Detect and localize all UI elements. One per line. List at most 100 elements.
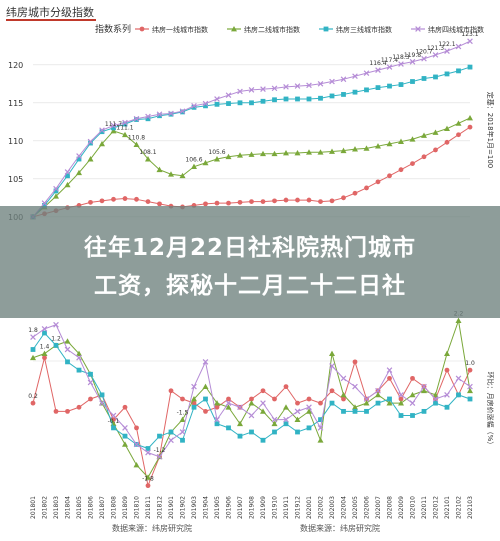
data-point xyxy=(53,342,59,348)
source-note-left: 数据来源：纬房研究院 xyxy=(112,524,192,533)
data-point xyxy=(111,196,116,202)
data-point xyxy=(272,198,277,204)
data-point xyxy=(456,132,461,138)
data-point xyxy=(179,416,186,423)
data-point xyxy=(295,197,300,203)
data-point xyxy=(156,111,163,118)
data-point xyxy=(249,199,254,205)
x-tick-label: 202009 xyxy=(398,496,405,519)
data-point xyxy=(455,43,462,50)
y-tick-label: 105 xyxy=(8,175,23,184)
data-point xyxy=(203,396,208,402)
y-tick-label: 120 xyxy=(8,61,23,70)
data-point xyxy=(364,408,369,414)
data-point xyxy=(225,404,232,410)
data-label: 116.4 xyxy=(369,60,386,67)
brand-title: 纬房城市分级指数 xyxy=(6,6,94,19)
data-point xyxy=(409,58,416,65)
data-point xyxy=(122,196,128,201)
data-point xyxy=(110,127,117,134)
data-point xyxy=(306,82,312,89)
x-tick-label: 201912 xyxy=(295,496,302,519)
data-point xyxy=(202,383,209,390)
data-point xyxy=(409,391,416,398)
data-point xyxy=(145,116,151,122)
data-point xyxy=(340,147,347,154)
data-point xyxy=(260,98,266,104)
data-point xyxy=(76,367,82,373)
data-point xyxy=(53,188,59,194)
data-point xyxy=(295,429,300,435)
data-point xyxy=(260,400,266,406)
data-point xyxy=(145,474,151,480)
data-label: 121.3 xyxy=(427,45,444,52)
data-point xyxy=(214,416,220,423)
data-point xyxy=(444,350,450,357)
data-point xyxy=(283,197,289,203)
data-point xyxy=(272,97,277,103)
legend-label: 纬房三线城市指数 xyxy=(336,25,392,34)
x-tick-label: 202102 xyxy=(456,496,463,519)
data-point xyxy=(88,199,93,205)
data-point xyxy=(237,152,243,158)
data-point xyxy=(237,433,243,439)
data-label: 106.6 xyxy=(185,157,202,164)
data-point xyxy=(99,400,105,406)
data-point xyxy=(329,198,335,204)
data-point xyxy=(444,139,450,145)
series-line xyxy=(30,38,473,220)
data-point xyxy=(329,388,335,394)
data-point xyxy=(157,433,162,439)
x-tick-label: 201804 xyxy=(65,496,72,519)
x-tick-label: 201812 xyxy=(157,496,164,519)
data-point xyxy=(180,396,185,402)
data-point xyxy=(156,453,163,460)
data-point xyxy=(65,173,70,179)
data-point xyxy=(260,199,266,205)
data-point xyxy=(398,167,404,173)
data-point xyxy=(179,172,186,179)
data-point xyxy=(272,429,277,435)
data-point xyxy=(191,103,197,109)
x-tick-label: 201810 xyxy=(134,496,141,519)
data-point xyxy=(202,359,209,365)
data-point xyxy=(226,200,231,206)
data-point xyxy=(214,101,220,107)
data-point xyxy=(76,354,82,361)
data-point xyxy=(260,150,266,157)
x-tick-label: 202101 xyxy=(444,496,451,519)
data-point xyxy=(387,375,392,381)
data-point xyxy=(375,143,381,149)
legend-item: 纬房二线城市指数 xyxy=(227,25,300,34)
data-point xyxy=(421,383,427,390)
data-point xyxy=(398,413,404,418)
data-label: -1.5 xyxy=(177,410,189,417)
data-point xyxy=(410,79,415,84)
legend-marker xyxy=(415,26,421,32)
data-point xyxy=(433,400,438,406)
data-point xyxy=(294,149,301,156)
data-point xyxy=(271,420,278,427)
data-point xyxy=(387,83,392,89)
data-point xyxy=(65,408,70,414)
data-point xyxy=(133,141,140,147)
data-point xyxy=(110,122,117,129)
legend-item: 纬房一线城市指数 xyxy=(135,25,208,34)
data-point xyxy=(444,125,450,132)
x-tick-label: 202012 xyxy=(433,496,440,519)
data-point xyxy=(432,129,439,135)
legend-marker xyxy=(139,26,145,32)
x-tick-label: 202004 xyxy=(341,496,348,519)
data-point xyxy=(30,347,36,352)
data-point xyxy=(329,363,335,369)
data-point xyxy=(398,396,404,402)
data-point xyxy=(317,425,324,431)
data-point xyxy=(375,67,381,73)
data-point xyxy=(306,408,312,414)
data-point xyxy=(145,446,151,451)
data-point xyxy=(456,68,461,74)
data-point xyxy=(145,199,151,205)
data-point xyxy=(214,400,220,406)
x-tick-label: 202001 xyxy=(306,496,313,519)
